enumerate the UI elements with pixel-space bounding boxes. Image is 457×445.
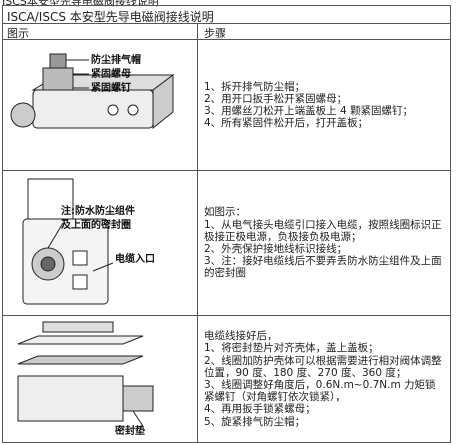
- figure-label: 防尘排气帽: [91, 53, 141, 66]
- step: 4、再用扳手锁紧螺母；: [204, 403, 316, 416]
- figure-label: 紧固螺钉: [91, 81, 131, 94]
- caption: ISCS本安型先导电磁阀接线说明: [2, 0, 159, 8]
- steps-cell: 电缆线接好后， 1、将密封垫片对齐壳体，盖上盖板； 2、线圈加防护壳体可以根据需要进…: [197, 315, 451, 443]
- step: 1、拆开排气防尘帽；: [204, 80, 306, 93]
- figure-label: 及上面的密封圈: [61, 218, 131, 231]
- step: 2、用开口扳手松开紧固螺母；: [204, 92, 348, 105]
- figure: 防尘排气帽 紧固螺母 紧固螺钉: [10, 53, 175, 130]
- step: 1、将密封垫片对齐壳体，盖上盖板；: [204, 342, 379, 355]
- step: 5、旋紧排气防尘帽；: [204, 415, 306, 428]
- figure-cell: 密封垫: [2, 315, 198, 443]
- step: 2、外壳保护接地线标识接线；: [204, 243, 348, 255]
- step: 3、注：接好电缆线后不要弄丢防水防尘组件及上面的密封圈: [204, 255, 442, 280]
- header-cell: 图示: [2, 23, 198, 40]
- step: 电缆线接好后，: [204, 330, 278, 343]
- step: 如图示：: [204, 206, 246, 219]
- figure-label: 紧固螺母: [91, 67, 131, 80]
- figure-label: 注:防水防尘组件: [61, 204, 135, 217]
- figure-label: 电缆入口: [115, 252, 155, 265]
- header-cell: 步骤: [197, 23, 451, 40]
- figure: 注:防水防尘组件 及上面的密封圈 电缆入口: [22, 178, 155, 305]
- step: 1、从电气接头电缆引口接入电缆，按照线圈标识正极接正极电源，负极接负极电源；: [204, 218, 442, 243]
- step: 3、线圈调整好角度后，0.6N.m~0.7N.m 力矩锁紧螺钉（对角螺钉依次锁紧…: [204, 379, 436, 404]
- steps-cell: 如图示： 1、从电气接头电缆引口接入电缆，按照线圈标识正极接正极电源，负极接负极电…: [197, 170, 451, 316]
- table-title: ISCA/ISCS 本安型先导电磁阀接线说明: [2, 5, 451, 24]
- step: 2、线圈加防护壳体可以根据需要进行相对阀体调整位置，90 度、180 度、270…: [204, 354, 442, 379]
- steps-cell: 1、拆开排气防尘帽； 2、用开口扳手松开紧固螺母； 3、用螺丝刀松开上端盖板上 4 …: [197, 39, 451, 171]
- step: 3、用螺丝刀松开上端盖板上 4 颗紧固螺钉；: [204, 105, 414, 117]
- figure-cell: 注:防水防尘组件 及上面的密封圈 电缆入口: [2, 170, 198, 316]
- figure-cell: 防尘排气帽 紧固螺母 紧固螺钉: [2, 39, 198, 171]
- figure-label: 密封垫: [115, 424, 145, 437]
- figure: 密封垫: [17, 321, 154, 437]
- step: 4、所有紧固件松开后，打开盖板；: [204, 117, 369, 130]
